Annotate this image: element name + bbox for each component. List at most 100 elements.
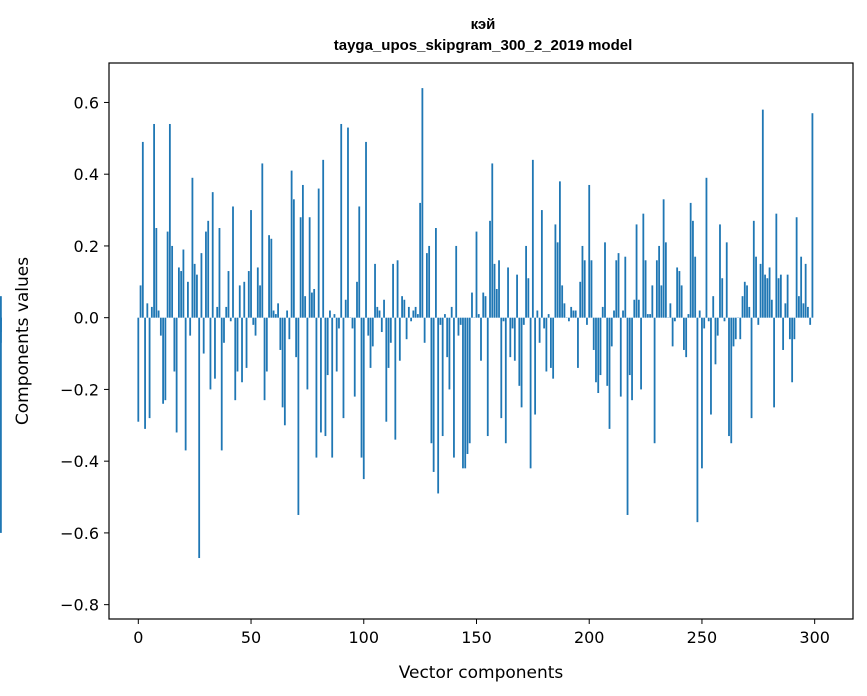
bar xyxy=(374,263,376,318)
bar xyxy=(241,317,243,383)
y-axis-label: Components values xyxy=(13,257,33,425)
bar xyxy=(453,317,455,458)
bar xyxy=(788,317,791,340)
bar xyxy=(430,317,433,444)
x-axis-label: Vector components xyxy=(399,663,564,683)
bar xyxy=(202,317,205,354)
bar xyxy=(416,314,419,318)
x-tick-label: 100 xyxy=(348,628,379,647)
bar xyxy=(211,192,214,318)
bar xyxy=(761,109,764,318)
bar xyxy=(500,317,503,419)
bar xyxy=(586,317,588,325)
bar xyxy=(223,317,225,343)
bar xyxy=(705,177,708,318)
bar xyxy=(484,296,487,318)
bar xyxy=(281,317,284,408)
bar xyxy=(694,256,697,318)
bar xyxy=(746,285,748,318)
y-axis-ticks: −0.8 −0.6 −0.4 −0.2 0.0 0.2 0.4 0.6 xyxy=(60,93,109,615)
bar xyxy=(155,228,158,318)
bar xyxy=(601,306,604,318)
bar xyxy=(383,299,385,318)
bar xyxy=(317,188,320,318)
bar xyxy=(164,317,167,401)
bar xyxy=(583,260,586,318)
bar xyxy=(423,317,426,343)
bar xyxy=(272,310,275,318)
bar xyxy=(407,306,410,318)
bar xyxy=(676,267,679,318)
bar xyxy=(403,299,406,318)
bar xyxy=(721,278,724,318)
bar xyxy=(502,317,505,322)
bar xyxy=(687,314,690,318)
bar xyxy=(437,317,440,494)
bar xyxy=(444,314,446,318)
bar xyxy=(525,245,527,318)
bar xyxy=(680,285,683,318)
bar xyxy=(604,242,606,318)
bar xyxy=(590,260,593,318)
bar xyxy=(277,303,279,318)
bar xyxy=(295,317,298,358)
bar xyxy=(247,271,250,318)
bar xyxy=(229,317,232,322)
bar xyxy=(613,310,615,318)
bar xyxy=(245,317,248,368)
bar xyxy=(768,267,771,318)
y-tick-label: −0.2 xyxy=(60,380,99,399)
bar xyxy=(498,260,500,318)
bar xyxy=(392,263,394,318)
bar xyxy=(396,260,399,318)
bar xyxy=(480,317,482,361)
bar xyxy=(209,317,212,390)
bar xyxy=(421,88,424,318)
bar xyxy=(166,231,169,318)
bar xyxy=(543,317,546,329)
y-tick-label: −0.6 xyxy=(60,524,99,543)
bar xyxy=(187,281,189,318)
bar xyxy=(435,228,437,318)
bar xyxy=(177,267,180,318)
bar xyxy=(572,310,575,318)
bar xyxy=(329,310,331,318)
bar xyxy=(658,245,661,318)
bar xyxy=(701,317,703,469)
bar xyxy=(139,285,142,318)
bar xyxy=(734,317,737,340)
bar xyxy=(450,306,453,318)
plot-frame xyxy=(108,62,854,620)
bar xyxy=(522,317,525,325)
bar xyxy=(516,274,518,318)
bar xyxy=(441,317,444,437)
bar xyxy=(344,299,347,318)
bar xyxy=(362,317,365,480)
bar xyxy=(320,317,322,433)
bar xyxy=(196,274,198,318)
bar xyxy=(595,317,597,383)
bar xyxy=(581,245,584,318)
bar xyxy=(529,317,532,469)
bar xyxy=(290,170,293,318)
bar xyxy=(338,317,340,329)
bar xyxy=(669,303,672,318)
bar xyxy=(766,278,769,318)
bar xyxy=(764,274,766,318)
bar xyxy=(419,202,422,318)
bar xyxy=(475,231,478,318)
bar xyxy=(394,317,397,440)
bar xyxy=(728,317,730,437)
bar xyxy=(250,210,252,318)
bar xyxy=(793,317,796,340)
bar xyxy=(0,296,2,318)
bar xyxy=(608,317,611,429)
bar xyxy=(644,260,647,318)
chart-title: кэй xyxy=(471,16,496,33)
bar xyxy=(568,317,570,322)
bar xyxy=(353,317,356,397)
bar xyxy=(410,317,413,322)
bar xyxy=(653,317,656,444)
bar xyxy=(791,317,794,383)
